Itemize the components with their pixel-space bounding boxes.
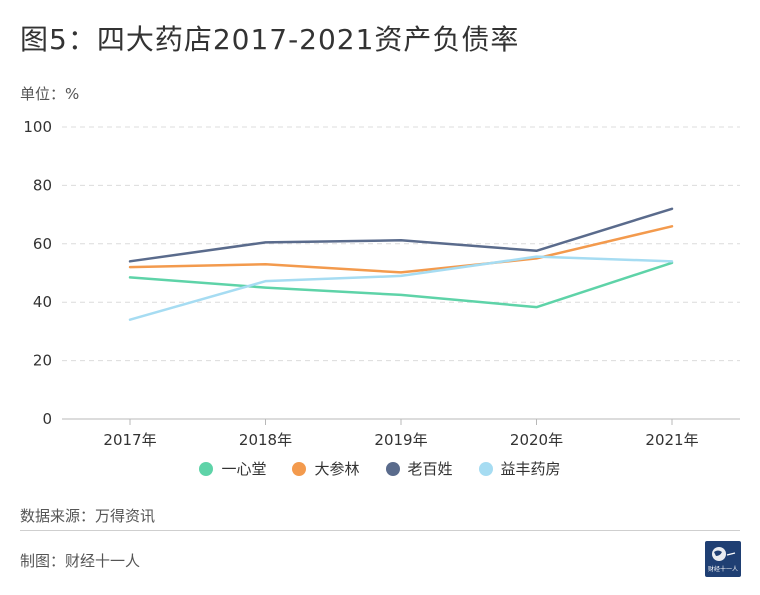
data-source: 数据来源：万得资讯 (20, 507, 156, 525)
legend-label: 大参林 (314, 460, 360, 478)
unit-label: 单位：% (20, 85, 80, 103)
x-tick-label: 2020年 (510, 431, 563, 449)
legend-item: 大参林 (292, 458, 360, 479)
chart-legend: 一心堂 大参林 老百姓 益丰药房 (0, 458, 760, 479)
legend-label: 一心堂 (221, 460, 267, 478)
series-line-益丰药房 (128, 255, 674, 321)
legend-swatch (478, 461, 493, 476)
chart-title: 图5：四大药店2017-2021资产负债率 (20, 23, 520, 56)
y-tick-label: 100 (23, 118, 52, 136)
legend-swatch (292, 461, 307, 476)
legend-label: 老百姓 (407, 460, 453, 478)
x-tick-label: 2019年 (374, 431, 427, 449)
y-tick-label: 60 (33, 235, 52, 253)
brand-logo: 财经十一人 (705, 541, 741, 577)
globe-icon (712, 547, 736, 561)
legend-item: 一心堂 (199, 458, 266, 479)
x-tick-label: 2021年 (645, 431, 698, 449)
y-tick-label: 80 (33, 176, 52, 194)
footer-divider (20, 530, 740, 531)
legend-label: 益丰药房 (500, 460, 561, 478)
legend-item: 老百姓 (385, 458, 453, 479)
x-tick-label: 2018年 (239, 431, 292, 449)
y-tick-label: 40 (33, 293, 52, 311)
line-chart: 0 20 40 60 80 100 2017年 2018年 2019年 2020年 2021年 (23, 118, 740, 449)
legend-swatch (199, 461, 214, 476)
legend-item: 益丰药房 (478, 458, 561, 479)
series-line-老百姓 (128, 207, 674, 263)
y-tick-label: 20 (33, 352, 52, 370)
logo-text: 财经十一人 (707, 566, 738, 573)
x-tick-label: 2017年 (103, 431, 156, 449)
legend-swatch (385, 461, 400, 476)
chart-maker: 制图：财经十一人 (20, 552, 141, 570)
y-tick-label: 0 (42, 410, 52, 428)
series-line-大参林 (128, 225, 674, 274)
series-line-一心堂 (128, 261, 674, 309)
